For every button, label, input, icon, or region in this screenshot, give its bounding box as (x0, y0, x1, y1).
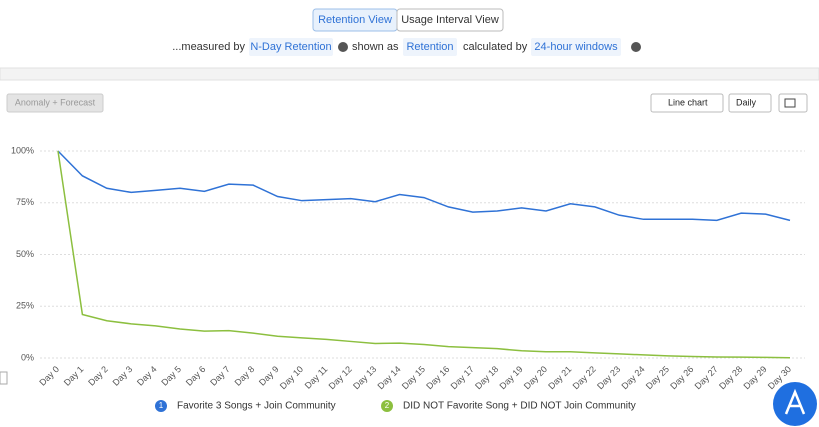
x-tick-label: Day 14 (375, 364, 402, 391)
toggle[interactable] (396, 8, 504, 32)
x-tick-label: Day 13 (351, 364, 378, 391)
y-tick-label: 0% (21, 352, 34, 362)
x-tick-label: Day 3 (111, 364, 135, 388)
x-tick-label: Day 15 (400, 364, 427, 391)
x-tick-label: Day 18 (473, 364, 500, 391)
interval-button[interactable] (728, 93, 772, 113)
x-tick-label: Day 0 (37, 364, 61, 388)
anomaly-button[interactable] (6, 93, 104, 113)
chip-bg[interactable] (531, 38, 621, 56)
x-tick-label: Day 7 (208, 364, 232, 388)
chart-type-label[interactable]: Line chart (668, 97, 708, 107)
label: calculated by (463, 41, 528, 53)
x-tick-label: Day 21 (546, 364, 573, 391)
x-tick-label: Day 11 (303, 364, 330, 391)
legend-badge-number: 1 (159, 401, 164, 410)
separator (0, 67, 819, 81)
x-tick-label: Day 28 (717, 364, 744, 391)
chip-bg[interactable] (403, 38, 457, 56)
y-tick-label: 75% (16, 197, 34, 207)
chip-bg[interactable] (249, 38, 333, 56)
x-tick-label: Day 19 (497, 364, 524, 391)
legend-badge (155, 400, 167, 412)
legend-label: Favorite 3 Songs + Join Community (177, 401, 336, 412)
help-button[interactable] (773, 382, 817, 426)
toggle-label[interactable]: Retention View (318, 14, 392, 26)
legend-badge (381, 400, 393, 412)
x-tick-label: Day 20 (522, 364, 549, 391)
anomaly-label[interactable]: Anomaly + Forecast (15, 97, 96, 107)
calendar-icon (784, 98, 796, 108)
x-tick-label: Day 5 (159, 364, 183, 388)
y-tick-label: 50% (16, 249, 34, 259)
x-tick-label: Day 6 (184, 364, 208, 388)
interval-label[interactable]: Daily (736, 97, 757, 107)
calendar-button[interactable] (778, 93, 808, 113)
x-tick-label: Day 17 (449, 364, 476, 391)
chip[interactable]: 24-hour windows (534, 41, 618, 53)
legend-badge-number: 2 (385, 401, 390, 410)
x-tick-label: Day 12 (327, 364, 354, 391)
x-tick-label: Day 10 (278, 364, 305, 391)
x-tick-label: Day 25 (644, 364, 671, 391)
x-tick-label: Day 24 (619, 364, 646, 391)
toggle-label[interactable]: Usage Interval View (401, 14, 499, 26)
label: shown as (352, 41, 399, 53)
series-line (57, 150, 791, 222)
chart-type-button[interactable] (650, 93, 724, 113)
x-tick-label: Day 2 (86, 364, 110, 388)
x-tick-label: Day 4 (135, 364, 159, 388)
label: ...measured by (172, 41, 245, 53)
series-line (57, 150, 791, 359)
x-tick-label: Day 22 (571, 364, 598, 391)
scroll-handle[interactable] (0, 371, 8, 385)
info-icon[interactable] (338, 42, 348, 52)
info-icon[interactable] (631, 42, 641, 52)
y-tick-label: 100% (11, 145, 34, 155)
y-tick-label: 25% (16, 301, 34, 311)
x-tick-label: Day 1 (62, 364, 86, 388)
x-tick-label: Day 27 (693, 364, 720, 391)
x-tick-label: Day 16 (424, 364, 451, 391)
x-tick-label: Day 23 (595, 364, 622, 391)
x-tick-label: Day 29 (741, 364, 768, 391)
chip[interactable]: Retention (406, 41, 453, 53)
x-tick-label: Day 8 (233, 364, 257, 388)
x-tick-label: Day 26 (668, 364, 695, 391)
chip[interactable]: N-Day Retention (250, 41, 331, 53)
help-logo (784, 388, 806, 415)
legend-label: DID NOT Favorite Song + DID NOT Join Com… (403, 401, 636, 412)
